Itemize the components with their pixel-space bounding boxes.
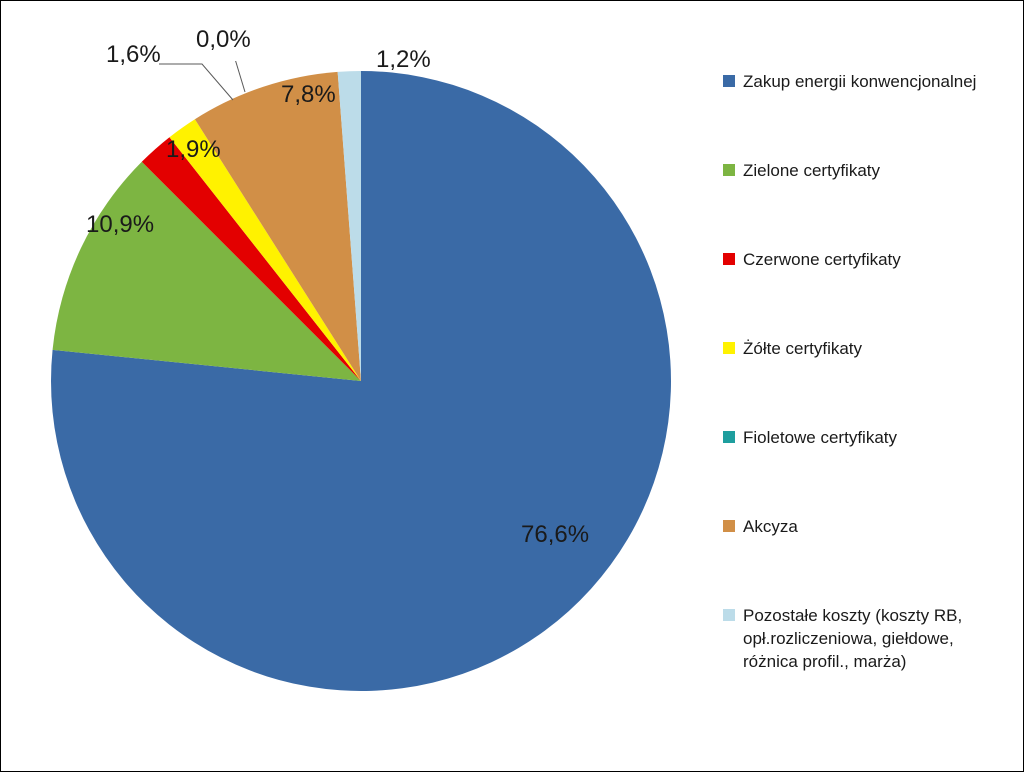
data-label-fiolet: 0,0% (196, 26, 251, 54)
legend-item-akcyza: Akcyza (723, 516, 993, 539)
legend-item-fiolet: Fioletowe certyfikaty (723, 427, 993, 450)
legend-swatch-zolte (723, 342, 735, 354)
legend: Zakup energii konwencjonalnej Zielone cer… (723, 71, 993, 739)
data-label-pozost: 1,2% (376, 46, 431, 74)
data-label-zielone: 10,9% (86, 211, 154, 239)
legend-item-czerwone: Czerwone certyfikaty (723, 249, 993, 272)
legend-swatch-zielone (723, 164, 735, 176)
legend-label-zolte: Żółte certyfikaty (743, 338, 862, 361)
legend-item-pozost: Pozostałe koszty (koszty RB, opł.rozlicz… (723, 605, 993, 674)
legend-item-zolte: Żółte certyfikaty (723, 338, 993, 361)
pie-svg (41, 61, 681, 701)
legend-swatch-akcyza (723, 520, 735, 532)
data-label-zakup: 76,6% (521, 521, 589, 549)
legend-label-czerwone: Czerwone certyfikaty (743, 249, 901, 272)
legend-swatch-fiolet (723, 431, 735, 443)
data-label-akcyza: 7,8% (281, 81, 336, 109)
data-label-czerwone: 1,9% (166, 136, 221, 164)
legend-swatch-zakup (723, 75, 735, 87)
legend-swatch-czerwone (723, 253, 735, 265)
legend-label-zielone: Zielone certyfikaty (743, 160, 880, 183)
legend-swatch-pozost (723, 609, 735, 621)
pie-chart: 76,6%10,9%1,9%1,6%0,0%7,8%1,2% (41, 61, 681, 701)
data-label-zolte: 1,6% (106, 41, 161, 69)
leader-fiolet (232, 61, 245, 92)
leader-zolte (159, 64, 233, 100)
chart-frame: 76,6% 10,9% 1,9% 1,6% 0,0% 7,8% 1,2% Zakup ene… (0, 0, 1024, 772)
legend-label-zakup: Zakup energii konwencjonalnej (743, 71, 976, 94)
legend-label-fiolet: Fioletowe certyfikaty (743, 427, 897, 450)
legend-label-pozost: Pozostałe koszty (koszty RB, opł.rozlicz… (743, 605, 993, 674)
legend-label-akcyza: Akcyza (743, 516, 798, 539)
legend-item-zielone: Zielone certyfikaty (723, 160, 993, 183)
legend-item-zakup: Zakup energii konwencjonalnej (723, 71, 993, 94)
